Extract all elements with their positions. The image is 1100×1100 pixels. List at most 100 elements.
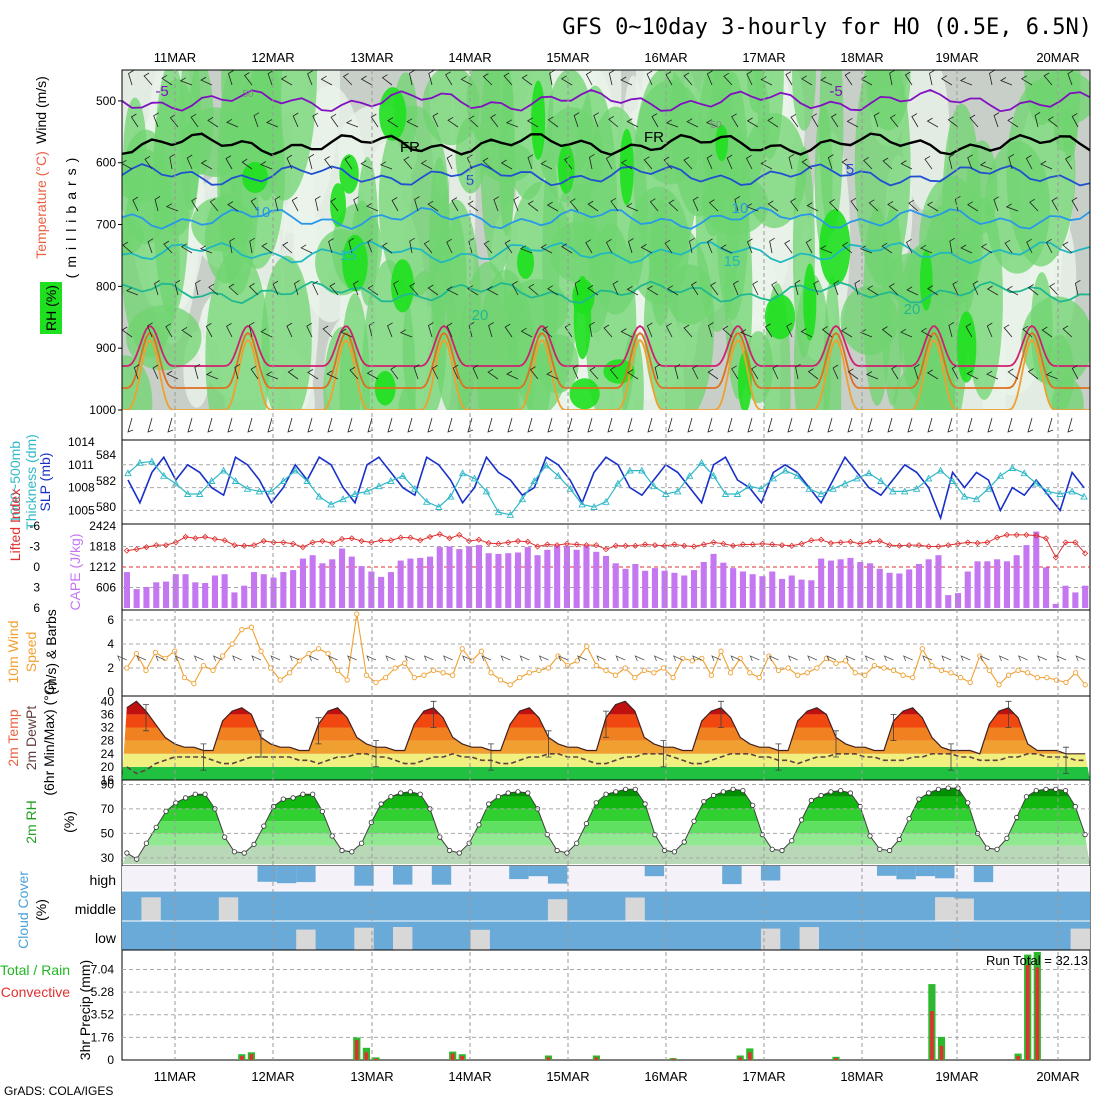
thickness-point	[136, 458, 144, 466]
day-label-bottom: 12MAR	[251, 1069, 294, 1084]
wind-barb	[841, 327, 853, 338]
wind-speed-point	[382, 674, 389, 681]
wind-speed-point	[622, 665, 628, 671]
cape-bar	[182, 574, 189, 608]
rh-point	[231, 849, 237, 855]
wind-speed-point	[1005, 672, 1012, 678]
wind-barb	[850, 197, 859, 212]
cloud-cell	[799, 927, 819, 950]
li-point	[720, 540, 727, 547]
wind-barb	[446, 238, 453, 254]
wind-barb-10m	[902, 655, 913, 662]
wind-barb	[500, 159, 513, 170]
wind-speed-point	[929, 662, 935, 669]
cape-bar	[779, 578, 786, 608]
isotherm-FR	[122, 132, 1090, 157]
rh-point	[153, 824, 159, 830]
thickness-tick: 580	[96, 500, 116, 514]
rh-point	[740, 787, 746, 794]
wind-barb	[847, 368, 859, 380]
li-point	[319, 537, 326, 545]
wind-barb	[608, 70, 615, 86]
li-point	[280, 539, 287, 546]
wind-speed-point	[1025, 670, 1031, 676]
thickness-point	[434, 503, 443, 510]
li-point	[260, 537, 267, 545]
wind-barb	[1041, 326, 1053, 338]
thickness-point	[363, 487, 371, 495]
cape-bar	[573, 549, 580, 608]
temp-minmax-bar	[1005, 700, 1012, 728]
wind-barb	[881, 326, 893, 338]
rh-saturated-area	[330, 183, 347, 228]
rh-point	[1072, 803, 1078, 810]
rh-point	[143, 840, 149, 846]
surface-wind-barb	[127, 417, 134, 433]
wind-barb	[248, 283, 259, 296]
wind-barb-10m	[711, 655, 722, 662]
li-point	[602, 546, 610, 553]
wind-barb	[900, 328, 913, 338]
wind-barb	[908, 199, 919, 212]
wind-barb	[208, 283, 219, 296]
wind-barb	[249, 237, 256, 254]
cape-bar	[417, 557, 424, 608]
cloud-cell	[915, 866, 936, 877]
cape-bar	[290, 570, 297, 608]
wind-barb	[428, 322, 434, 338]
thickness-point	[542, 461, 551, 469]
temperature-label: Temperature (°C)	[33, 151, 49, 259]
rh-point	[525, 790, 531, 796]
wind-barb	[472, 364, 479, 380]
cloud-cell	[296, 929, 316, 950]
wind-barb	[1007, 368, 1019, 380]
wind-barb	[366, 202, 379, 212]
thickness-point	[255, 487, 264, 495]
rh-point	[349, 849, 355, 855]
wind-barb	[1074, 279, 1081, 296]
cape-bar	[407, 558, 414, 608]
rh-point	[339, 847, 345, 854]
wind-barb-10m	[289, 655, 300, 662]
rh-moist-area	[1030, 272, 1053, 383]
rh-point	[417, 791, 423, 797]
wind-barb	[708, 322, 714, 338]
wind-label-3: (m/s) & Barbs	[43, 609, 59, 695]
rh-point	[906, 816, 912, 822]
thickness-point	[578, 500, 586, 508]
thickness-point	[697, 458, 706, 466]
rh-point	[730, 786, 736, 792]
wind-barb-10m	[423, 655, 434, 662]
thickness-point	[1020, 469, 1029, 477]
thickness-point	[566, 484, 574, 492]
wind-barb	[722, 325, 733, 338]
wind-barb	[913, 364, 920, 380]
precip-convective-bar	[355, 1040, 359, 1060]
wind-barb	[833, 280, 840, 296]
wind-barb	[1026, 238, 1033, 254]
dewpoint-line	[126, 752, 1086, 775]
temp-minmax-bar	[315, 717, 322, 745]
thickness-point	[841, 479, 849, 487]
wind-barb	[646, 285, 659, 296]
surface-wind-barb	[487, 417, 494, 433]
li-point	[866, 538, 874, 545]
wind-barb	[746, 117, 759, 128]
thickness-point	[661, 490, 670, 497]
thickness-point	[446, 492, 455, 500]
wind-speed-point	[1063, 679, 1069, 686]
temp-minmax-bar	[775, 743, 782, 771]
wind-barb	[549, 70, 555, 86]
thickness-tick: 582	[96, 474, 116, 488]
rh-moist-area	[819, 70, 844, 235]
rh-point	[329, 833, 335, 839]
li-point	[162, 542, 170, 549]
day-label-top: 18MAR	[840, 50, 883, 65]
wind-barb	[1007, 117, 1019, 128]
thickness-point	[506, 510, 515, 518]
wind-barb	[986, 322, 993, 338]
thickness-point	[817, 490, 825, 497]
wind-barb	[329, 282, 339, 296]
rh-point	[515, 789, 521, 795]
